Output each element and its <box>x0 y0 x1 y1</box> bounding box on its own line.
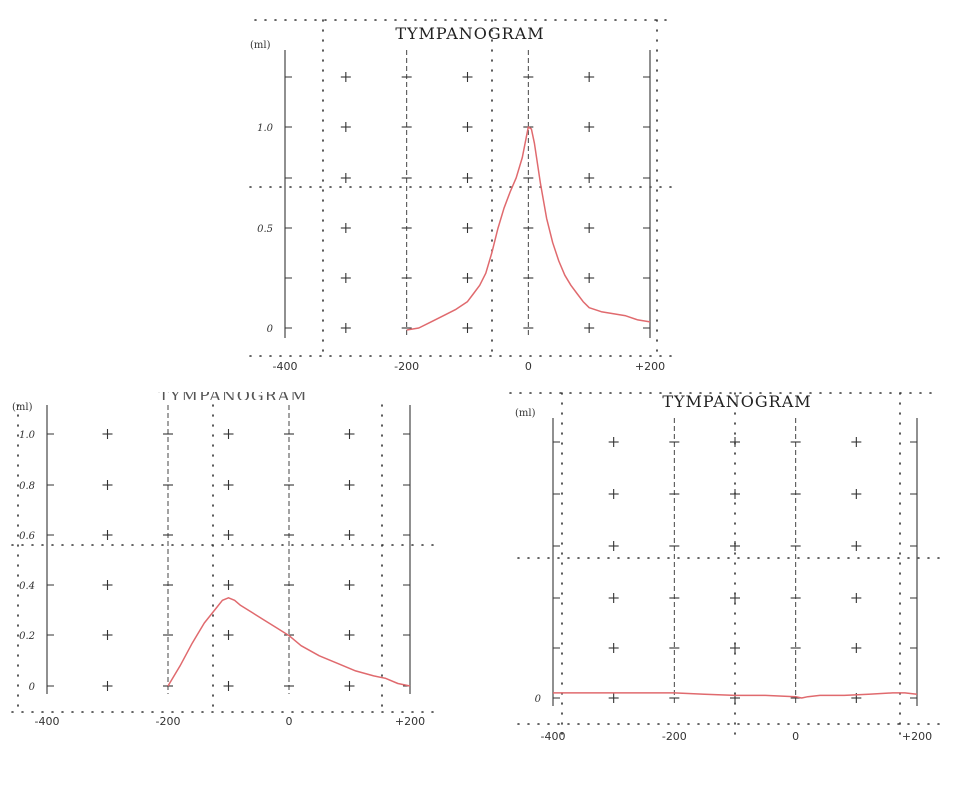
data-curve <box>406 126 651 331</box>
tympanogram-bottom-right: TYMPANOGRAM (ml) 0 -400 -200 0 +200 <box>509 392 943 743</box>
tympanogram-top: TYMPANOGRAM (ml) 0 0.5 1.0 -400 -200 0 +200 <box>249 19 676 373</box>
data-curve <box>553 692 918 699</box>
y-unit-label: (ml) <box>515 408 536 419</box>
y-tick-label: 0.2 <box>19 631 35 642</box>
x-tick-label: +200 <box>635 360 665 373</box>
y-tick-label: 1.0 <box>19 430 36 441</box>
y-tick-label: 0 <box>29 682 36 693</box>
x-tick-label: +200 <box>902 730 932 743</box>
chart-title: TYMPANOGRAM <box>395 24 544 43</box>
x-tick-label: 0 <box>792 730 799 743</box>
x-tick-label: -200 <box>662 730 687 743</box>
x-tick-label: +200 <box>395 715 425 728</box>
y-tick-label: 0.4 <box>19 581 35 592</box>
y-unit-label: (ml) <box>250 40 271 51</box>
x-tick-label: -200 <box>156 715 181 728</box>
y-tick-label: 0.8 <box>19 481 35 492</box>
y-tick-label: 0.5 <box>257 224 273 235</box>
y-tick-label: 0 <box>535 694 542 705</box>
y-tick-label: 0 <box>267 324 274 335</box>
x-tick-label: -200 <box>394 360 419 373</box>
x-tick-label: 0 <box>525 360 532 373</box>
y-tick-label: 1.0 <box>257 123 274 134</box>
x-tick-label: -400 <box>541 730 566 743</box>
x-tick-label: -400 <box>273 360 298 373</box>
data-curve <box>167 597 411 687</box>
y-tick-label: 0.6 <box>19 531 36 542</box>
y-unit-label: (ml) <box>12 402 33 413</box>
x-tick-label: 0 <box>286 715 293 728</box>
tympanogram-bottom-left: TYMPANOGRAM (ml) 0 0.2 0.4 0.6 0.8 1.0 -400 -200 0… <box>11 386 436 728</box>
chart-title: TYMPANOGRAM <box>662 392 811 411</box>
chart-title-clipped: TYMPANOGRAM <box>158 386 307 405</box>
x-tick-label: -400 <box>35 715 60 728</box>
